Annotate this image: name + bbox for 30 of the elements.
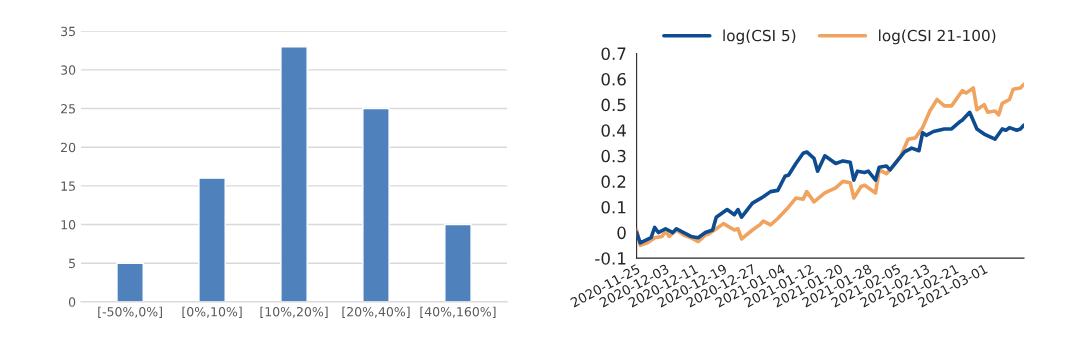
- y-tick-label: 10: [61, 220, 76, 230]
- y-tick-label: 0: [617, 226, 626, 240]
- y-tick-label: 0: [68, 297, 76, 307]
- x-tick-label: [40%,160%]: [420, 306, 496, 318]
- bar: [116, 262, 144, 302]
- y-tick-label: 0.6: [601, 72, 626, 86]
- y-tick-label: 0.5: [601, 98, 626, 112]
- y-tick-label: 0.7: [601, 47, 626, 61]
- bar: [280, 46, 308, 302]
- y-tick-label: 30: [61, 65, 76, 75]
- y-tick-label: 25: [61, 104, 75, 114]
- y-tick-label: 0.1: [601, 200, 626, 214]
- y-tick-label: 20: [61, 142, 76, 153]
- x-tick-label: [10%,20%]: [260, 306, 328, 318]
- y-tick-label: 0.3: [601, 149, 626, 163]
- bar: [444, 223, 472, 302]
- y-tick-label: 0.2: [601, 175, 626, 188]
- legend-label: log(CSI 5): [723, 29, 796, 45]
- line-series: [636, 110, 1024, 245]
- bar: [362, 107, 390, 302]
- x-tick-label: [0%,10%]: [182, 306, 242, 318]
- y-tick-label: -0.1: [595, 252, 626, 265]
- x-tick-label: [-50%,0%]: [98, 306, 162, 318]
- x-tick-label: [20%,40%]: [342, 306, 410, 318]
- legend-label: log(CSI 21-100): [879, 29, 996, 45]
- bar: [198, 177, 226, 302]
- y-tick-label: 0.4: [601, 124, 626, 137]
- y-tick-label: 35: [61, 26, 75, 37]
- y-tick-label: 5: [69, 258, 75, 269]
- y-tick-label: 15: [61, 181, 75, 191]
